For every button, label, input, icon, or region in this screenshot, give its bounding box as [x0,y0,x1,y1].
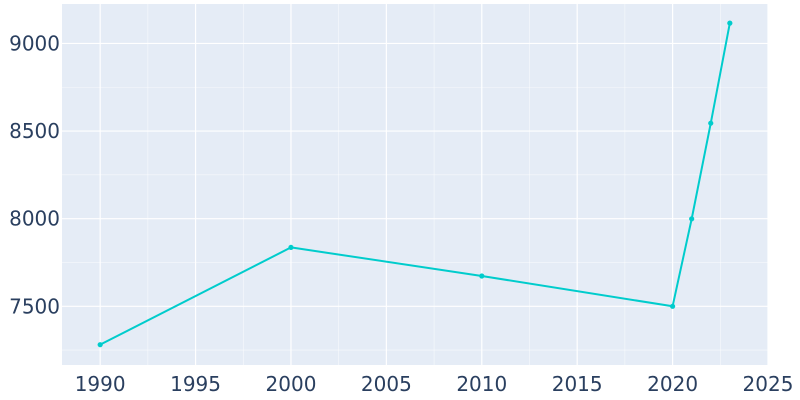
data-point [479,273,485,279]
x-tick-label: 1995 [170,372,221,396]
gridlines [62,4,769,365]
y-tick-label: 8500 [9,119,60,143]
data-point [689,216,695,222]
y-axis: 7500 8000 8500 9000 [9,31,60,318]
data-point [727,20,733,26]
x-tick-label: 2015 [552,372,603,396]
series-layer [97,20,733,348]
data-point [669,303,676,309]
x-tick-label: 2000 [266,372,317,396]
y-tick-label: 8000 [9,207,60,231]
data-point [288,244,294,251]
x-axis: 1990 1995 2000 2005 2010 2015 2020 2025 [75,372,794,396]
y-tick-label: 7500 [9,294,60,318]
data-point [97,342,103,348]
y-tick-label: 9000 [9,31,60,55]
x-tick-label: 1990 [75,372,126,396]
x-tick-label: 2010 [456,372,507,396]
x-tick-label: 2020 [647,372,698,396]
x-tick-label: 2005 [361,372,412,396]
x-tick-label: 2025 [743,372,794,396]
data-point [708,120,714,126]
